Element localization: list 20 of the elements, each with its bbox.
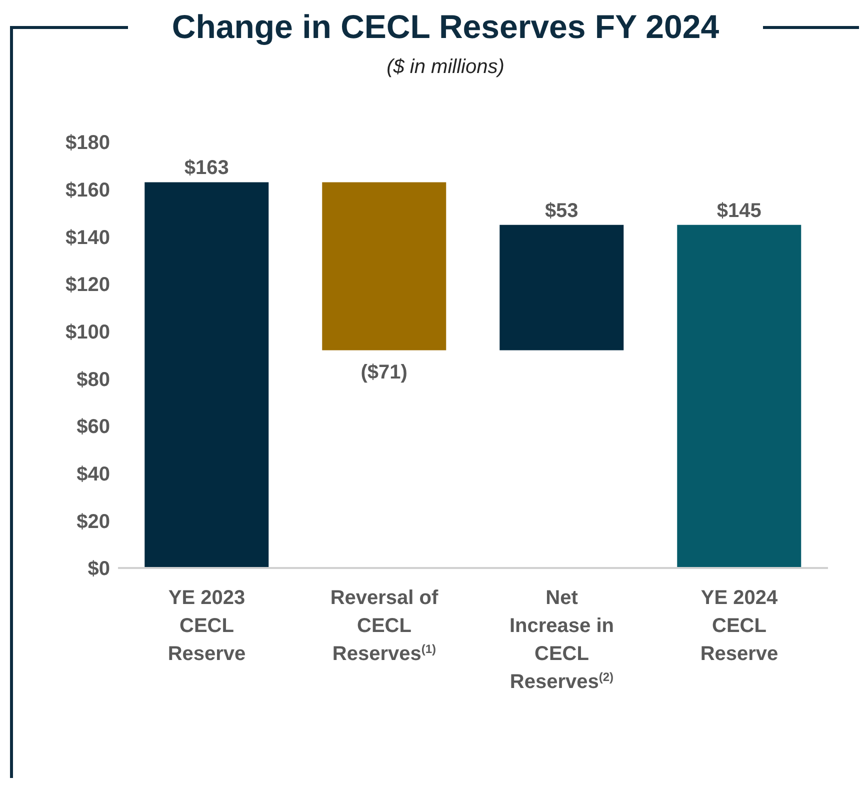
x-tick-label: Reversal of CECL Reserves$^{(1)}$ <box>330 587 438 665</box>
y-tick-label: $120 <box>66 274 110 296</box>
y-tick-label: $180 <box>66 132 110 154</box>
chart-subtitle: ($ in millions) <box>386 56 506 79</box>
data-label: ($71) <box>360 361 408 384</box>
y-tick-label: $80 <box>76 368 110 391</box>
data-label: $145 <box>716 200 762 222</box>
y-tick-label: $0 <box>88 558 110 580</box>
y-tick-label: $40 <box>76 463 110 486</box>
y-tick-label: $100 <box>66 321 110 344</box>
x-tick-label: YE 2024 CECL Reserve <box>700 587 778 665</box>
y-tick-label: $20 <box>76 510 110 533</box>
y-tick-label: $140 <box>66 226 110 249</box>
x-tick-label: YE 2023 CECL Reserve <box>168 587 246 665</box>
y-tick-label: $160 <box>66 179 110 202</box>
data-label: $53 <box>544 200 578 222</box>
chart-title: Change in CECL Reserves FY 2024 <box>170 8 720 46</box>
y-tick-label: $60 <box>76 416 110 438</box>
data-label: $163 <box>184 157 229 180</box>
x-tick-label: Net Increase in CECL Reserves$^{(2)}$ <box>509 587 614 693</box>
